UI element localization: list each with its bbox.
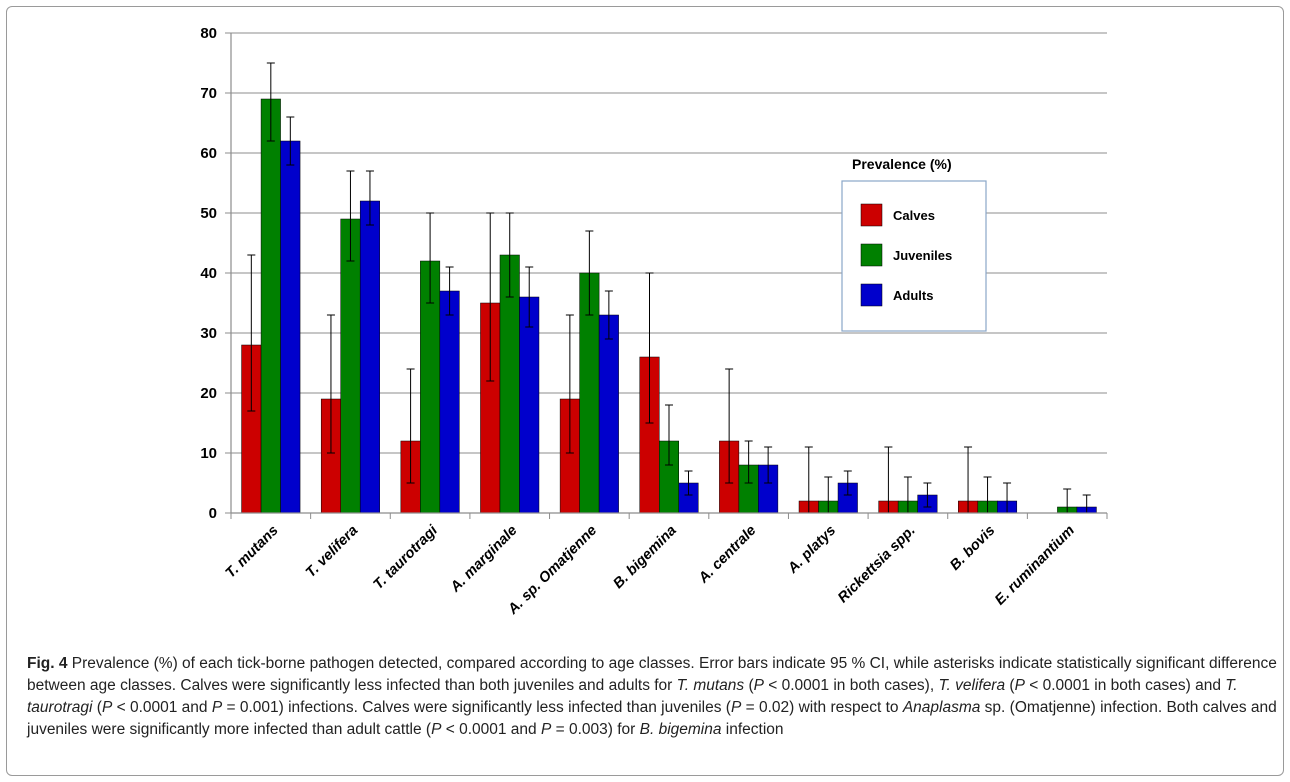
x-category-label: E. ruminantium [992, 522, 1078, 608]
caption-italic-text: P [1014, 677, 1025, 694]
caption-text: ( [1005, 677, 1015, 694]
y-tick-label: 10 [200, 445, 217, 462]
caption-italic-text: P [753, 677, 764, 694]
caption-italic-text: P [211, 699, 223, 716]
caption-italic-text: P [101, 699, 113, 716]
x-category-label: A. platys [784, 523, 839, 578]
caption-italic-text: T. mutans [676, 677, 745, 694]
y-tick-label: 30 [200, 325, 217, 342]
caption-text: = 0.001) infections. Calves were signifi… [222, 699, 731, 716]
legend-label-juveniles: Juveniles [893, 248, 952, 263]
bar-adults [519, 296, 540, 514]
legend-swatch-juveniles [860, 243, 883, 267]
x-category-label: Rickettsia spp. [835, 523, 919, 607]
caption-text: ( [744, 677, 754, 694]
caption-italic-text: P [431, 721, 442, 738]
caption-italic-text: B. bigemina [639, 721, 722, 738]
caption-italic-text: T. velifera [938, 677, 1006, 694]
error-bars [247, 62, 1091, 514]
bar-juveniles [260, 98, 281, 514]
figure-label: Fig. 4 [27, 655, 68, 672]
legend-label-calves: Calves [893, 208, 935, 223]
bar-chart: 0 10 20 30 40 50 60 70 80 T. mutans T. velifera T.… [200, 25, 1108, 618]
x-category-label: A. marginale [447, 523, 521, 597]
bar-adults [598, 314, 619, 514]
caption-text: < 0.0001 in both cases), [763, 677, 939, 694]
x-category-label: B. bovis [947, 523, 998, 574]
caption-text: Prevalence (%) of each tick-borne pathog… [27, 655, 1277, 694]
legend-label-adults: Adults [893, 288, 933, 303]
axes [230, 33, 1108, 519]
legend-swatch-adults [860, 283, 883, 307]
y-tick-label: 0 [209, 505, 217, 522]
legend-swatch-calves [860, 203, 883, 227]
caption-italic-text: P [540, 721, 552, 738]
bar-juveniles [340, 218, 361, 514]
figure-frame: 0 10 20 30 40 50 60 70 80 T. mutans T. velifera T.… [6, 6, 1284, 776]
caption-text: < 0.0001 and [441, 721, 541, 738]
caption-text: sp. (Omatjenne) infection. Both calves a… [27, 699, 1277, 738]
x-category-label: B. bigemina [610, 523, 679, 592]
y-tick-label: 70 [200, 85, 217, 102]
caption-text: = 0.02) with respect to [741, 699, 903, 716]
caption-italic-text: P [730, 699, 742, 716]
x-category-label: A. centrale [695, 523, 759, 587]
caption-italic-text: Anaplasma [902, 699, 981, 716]
x-category-label: T. mutans [223, 523, 282, 582]
y-tick-label: 40 [200, 265, 217, 282]
y-tick-labels: 0 10 20 30 40 50 60 70 80 [200, 25, 217, 522]
x-category-label: T. velifera [303, 523, 361, 581]
caption-italic-text: T. taurotragi [27, 677, 1238, 716]
y-tick-label: 50 [200, 205, 217, 222]
caption-text: < 0.0001 in both cases) and [1024, 677, 1226, 694]
bar-adults [359, 200, 380, 514]
y-tick-label: 80 [200, 25, 217, 42]
x-category-label: T. taurotragi [371, 522, 442, 593]
figure-caption: Fig. 4 Prevalence (%) of each tick-borne… [27, 653, 1277, 741]
x-category-label: A. sp. Omatjenne [504, 523, 600, 619]
caption-text: ( [92, 699, 102, 716]
bar-adults [280, 140, 301, 514]
bar-adults [439, 290, 460, 514]
x-category-labels: T. mutans T. velifera T. taurotragi A. marg… [223, 522, 1078, 618]
caption-text: = 0.003) for [551, 721, 640, 738]
caption-text: infection [721, 721, 784, 738]
y-tick-label: 20 [200, 385, 217, 402]
y-tick-label: 60 [200, 145, 217, 162]
legend: Prevalence (%) Calves Juveniles Adults [841, 156, 987, 332]
caption-text: < 0.0001 and [112, 699, 212, 716]
legend-title: Prevalence (%) [852, 156, 952, 172]
